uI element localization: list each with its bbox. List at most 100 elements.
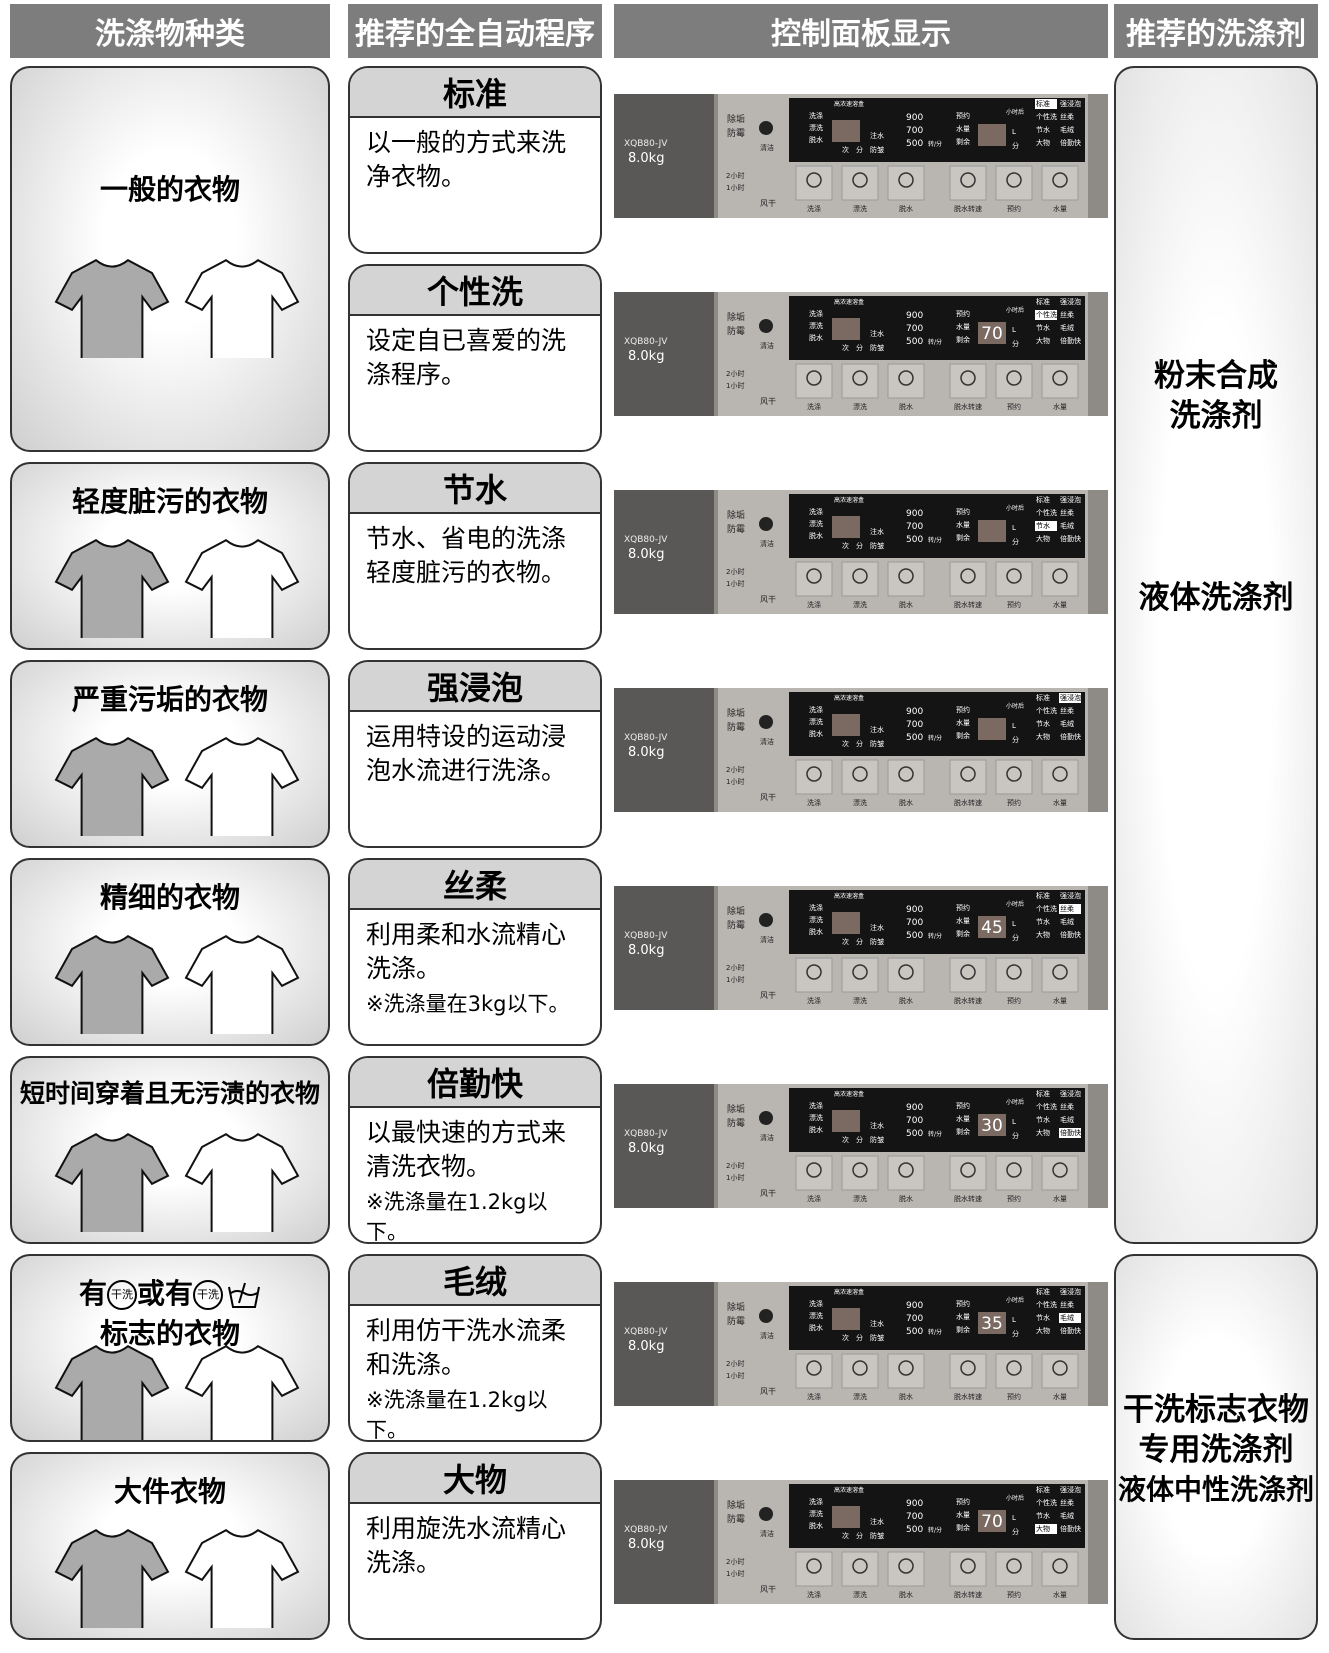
panel-text: 高浓速溶盒 (834, 892, 864, 900)
button-icon (852, 766, 868, 782)
button-icon (852, 1162, 868, 1178)
button-label: 脱水 (899, 402, 913, 411)
panel-text: 倍勤快 (1060, 1326, 1081, 1335)
illustration (54, 1345, 300, 1440)
button-icon (1006, 568, 1022, 584)
button-icon (960, 568, 976, 584)
button (795, 1551, 833, 1587)
panel-text: 倍勤快 (1060, 138, 1081, 147)
button-icon (960, 766, 976, 782)
panel-text: 清洁 (760, 143, 774, 152)
panel-text: 大物 (1036, 336, 1050, 345)
panel-text: 防皱 (870, 541, 884, 550)
button (887, 363, 925, 399)
button (841, 363, 879, 399)
panel-text: 预约 (956, 507, 970, 516)
button (995, 165, 1033, 201)
panel-text: 转/分 (928, 536, 942, 544)
panel-text: 2小时 (726, 171, 744, 180)
panel-text: 节水 (1036, 1313, 1050, 1322)
button (995, 1155, 1033, 1191)
button (841, 165, 879, 201)
panel-text: 700 (906, 720, 923, 730)
panel-text: 除垢 (727, 905, 745, 917)
program-description: 以一般的方式来洗净衣物。 (366, 128, 567, 191)
button (1041, 363, 1079, 399)
model-label: XQB80-JV (624, 1525, 668, 1535)
panel-text: 漂洗 (809, 123, 823, 132)
panel-text: 高浓速溶盒 (834, 1486, 864, 1494)
panel-text: 除垢 (727, 1499, 745, 1511)
panel-text: 防霉 (727, 523, 745, 535)
clothing-icon (184, 1133, 300, 1232)
clean-icon (759, 319, 773, 333)
fabric-label: 严重污垢的衣物 (12, 678, 328, 718)
button (795, 1353, 833, 1389)
button-icon (960, 172, 976, 188)
panel-text: 次 (842, 343, 849, 352)
button (841, 957, 879, 993)
button-icon (1006, 766, 1022, 782)
panel-text: 防霉 (727, 919, 745, 931)
column-header: 控制面板显示 (614, 4, 1108, 58)
model-label: XQB80-JV (624, 1327, 668, 1337)
panel-text: 小时后 (1006, 900, 1024, 908)
panel-text: 洗涤 (809, 309, 823, 318)
panel-text: 标准 (1036, 1089, 1050, 1098)
button (995, 1353, 1033, 1389)
panel-text: 洗涤 (809, 903, 823, 912)
panel-text: 500 (906, 535, 923, 545)
button-label: 漂洗 (853, 600, 867, 609)
water-display (978, 718, 1006, 740)
button-icon (1052, 766, 1068, 782)
button-label: 预约 (1007, 798, 1021, 807)
program-highlight (1035, 310, 1057, 320)
panel-text: 1小时 (726, 183, 744, 192)
panel-text: 1小时 (726, 777, 744, 786)
program-highlight (1059, 1313, 1081, 1323)
panel-text: 防皱 (870, 1135, 884, 1144)
panel-text: 清洁 (760, 1133, 774, 1142)
panel-text: 水量 (956, 322, 970, 331)
panel-text: 防皱 (870, 1531, 884, 1540)
panel-text: 剩余 (956, 731, 970, 740)
program-description: 运用特设的运动浸泡水流进行洗涤。 (366, 722, 567, 785)
button-label: 预约 (1007, 402, 1021, 411)
panel-text: 900 (906, 905, 923, 915)
panel-left (614, 292, 714, 416)
panel-text: 除垢 (727, 1103, 745, 1115)
program-description: 节水、省电的洗涤轻度脏污的衣物。 (366, 524, 567, 587)
panel-text: 1小时 (726, 975, 744, 984)
button (1041, 165, 1079, 201)
panel-text: 个性洗 (1036, 1300, 1057, 1309)
panel-text: 脱水 (809, 729, 823, 738)
fabric-label: 精细的衣物 (12, 876, 328, 916)
button (949, 957, 987, 993)
button (841, 1353, 879, 1389)
button (1041, 1551, 1079, 1587)
panel-text: 次 (842, 541, 849, 550)
button-label: 脱水转速 (954, 204, 982, 213)
button-icon (852, 1558, 868, 1574)
panel-text: 漂洗 (809, 321, 823, 330)
button (795, 1155, 833, 1191)
panel-text: 700 (906, 918, 923, 928)
panel-text: 洗涤 (809, 1299, 823, 1308)
panel-text: 剩余 (956, 533, 970, 542)
program-box: 毛绒 利用仿干洗水流柔和洗涤。 ※洗涤量在1.2kg以下。 (348, 1254, 602, 1442)
panel-text: 风干 (760, 1189, 776, 1198)
button (795, 759, 833, 795)
button-icon (1006, 172, 1022, 188)
panel-text: 700 (906, 1512, 923, 1522)
button-icon (898, 370, 914, 386)
panel-text: 风干 (760, 397, 776, 406)
detergent-text: 液体中性洗涤剂 (1117, 1473, 1314, 1506)
button-label: 脱水转速 (954, 996, 982, 1005)
panel-text: 强浸泡 (1060, 495, 1081, 504)
button-label: 洗涤 (807, 1590, 821, 1599)
water-display (978, 1510, 1006, 1532)
panel-text: 除垢 (727, 1301, 745, 1313)
panel-text: 500 (906, 931, 923, 941)
capacity-label: 8.0kg (628, 943, 664, 958)
panel-text: 脱水 (809, 531, 823, 540)
